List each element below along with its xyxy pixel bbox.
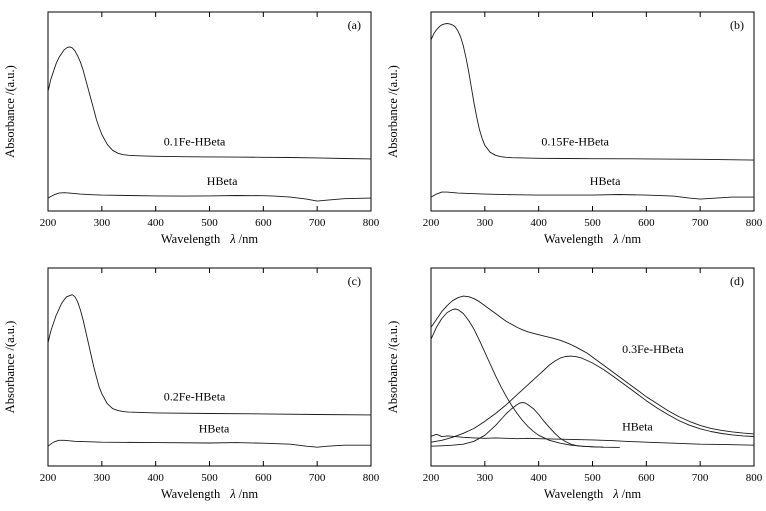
axes-box [430, 267, 755, 467]
series-line-0-1fe-hbeta [47, 46, 372, 160]
panel-label: (b) [730, 18, 744, 32]
x-tick-label: 400 [530, 217, 547, 229]
x-tick-label: 700 [692, 472, 709, 484]
y-axis-label: Absorbance /(a.u.) [386, 65, 400, 158]
x-tick-label: 200 [423, 217, 440, 229]
curve-label: 0.15Fe-HBeta [541, 134, 609, 148]
panel-label: (a) [348, 18, 361, 32]
series-line-band-3 [430, 355, 755, 443]
panel-c: 200 300 400 500 600 700 800 Wavelength λ/nm Absor… [0, 256, 383, 511]
x-tick-label: 600 [638, 217, 655, 229]
y-axis-label: Absorbance /(a.u.) [386, 321, 400, 414]
x-tick-label: 800 [746, 217, 763, 229]
x-tick-label: 500 [201, 217, 218, 229]
panel-label: (c) [348, 274, 361, 288]
curve-label: HBeta [590, 174, 621, 188]
curve-label: HBeta [207, 174, 238, 188]
x-tick-label: 500 [584, 217, 601, 229]
x-tick-label: 300 [477, 217, 494, 229]
x-tick-label: 800 [746, 472, 763, 484]
chart-panel-a: 200 300 400 500 600 700 800 Wavelength λ/nm Absor… [3, 11, 380, 246]
x-tick-label: 400 [147, 472, 164, 484]
x-tick-label: 700 [692, 217, 709, 229]
curve-label: 0.2Fe-HBeta [164, 390, 226, 404]
curve-label: 0.1Fe-HBeta [164, 134, 226, 148]
x-tick-label: 300 [94, 217, 111, 229]
chart-panel-b: 200 300 400 500 600 700 800 Wavelength λ/nm Absor… [386, 11, 763, 246]
series-line-band-1 [430, 308, 620, 448]
series-line-hbeta [47, 439, 372, 448]
x-axis-label: Wavelength λ/nm [544, 232, 642, 246]
x-tick-label: 800 [363, 217, 380, 229]
series-line-0-3fe-hbeta [430, 295, 755, 435]
x-tick-label: 700 [309, 472, 326, 484]
chart-panel-c: 200 300 400 500 600 700 800 Wavelength λ/nm Absor… [3, 267, 380, 501]
chart-panel-d: 200 300 400 500 600 700 800 Wavelength λ/nm Absor… [386, 267, 763, 501]
x-tick-label: 600 [255, 472, 272, 484]
panel-label: (d) [730, 274, 744, 288]
curve-label: HBeta [622, 419, 653, 433]
series-line-hbeta [430, 191, 755, 200]
x-tick-label: 600 [638, 472, 655, 484]
x-axis-label: Wavelength λ/nm [161, 232, 259, 246]
x-tick-label: 300 [477, 472, 494, 484]
axes-box [47, 267, 372, 467]
y-axis-label: Absorbance /(a.u.) [3, 321, 17, 414]
panel-b: 200 300 400 500 600 700 800 Wavelength λ/nm Absor… [383, 0, 766, 256]
x-tick-label: 700 [309, 217, 326, 229]
x-tick-label: 500 [584, 472, 601, 484]
series-line-hbeta [430, 433, 755, 446]
x-tick-label: 400 [147, 217, 164, 229]
x-tick-label: 800 [363, 472, 380, 484]
x-tick-label: 400 [530, 472, 547, 484]
x-axis-label: Wavelength λ/nm [161, 487, 259, 501]
series-line-0-2fe-hbeta [47, 294, 372, 416]
series-line-0-15fe-hbeta [430, 23, 755, 161]
x-tick-label: 200 [40, 217, 57, 229]
x-tick-label: 600 [255, 217, 272, 229]
curve-label: HBeta [199, 421, 230, 435]
x-tick-label: 200 [40, 472, 57, 484]
x-tick-label: 500 [201, 472, 218, 484]
panel-d: 200 300 400 500 600 700 800 Wavelength λ/nm Absor… [383, 256, 766, 511]
y-axis-label: Absorbance /(a.u.) [3, 65, 17, 158]
panel-a: 200 300 400 500 600 700 800 Wavelength λ/nm Absor… [0, 0, 383, 256]
series-line-hbeta [47, 192, 372, 202]
curve-label: 0.3Fe-HBeta [622, 342, 684, 356]
x-tick-label: 300 [94, 472, 111, 484]
x-tick-label: 200 [423, 472, 440, 484]
series-line-band-2 [430, 402, 604, 448]
x-axis-label: Wavelength λ/nm [544, 487, 642, 501]
